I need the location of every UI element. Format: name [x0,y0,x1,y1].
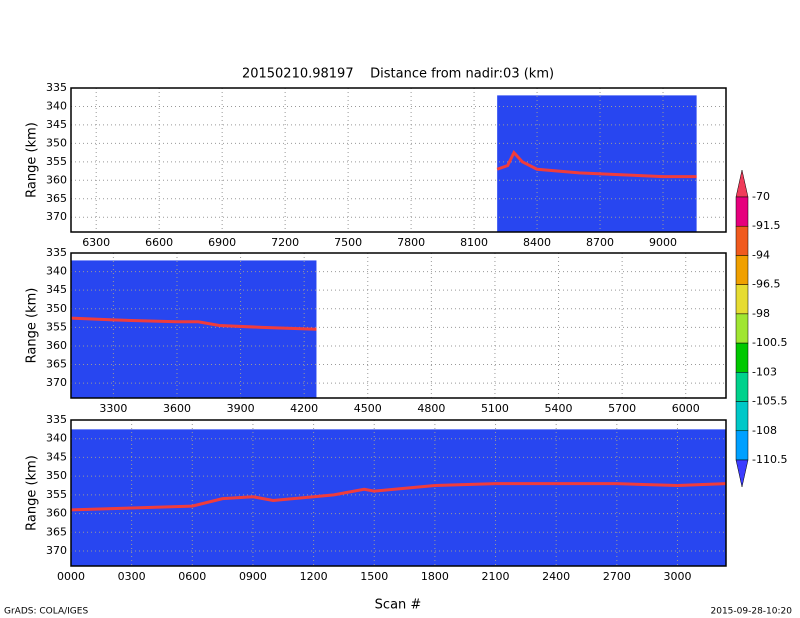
x-tick-label: 3600 [163,402,191,415]
colorbar-segment [735,255,749,285]
x-axis-label: Scan # [375,598,422,613]
y-tick-label: 365 [46,525,67,538]
x-tick-label: 0600 [178,570,206,583]
x-tick-label: 3300 [99,402,127,415]
panel-frame [70,419,727,567]
colorbar-label: -108 [752,424,777,437]
x-tick-label: 7800 [397,236,425,249]
y-tick-label: 360 [46,507,67,520]
x-tick-label: 6900 [208,236,236,249]
x-tick-label: 3900 [227,402,255,415]
x-tick-label: 4500 [354,402,382,415]
x-tick-label: 8700 [586,236,614,249]
x-tick-label: 2100 [482,570,510,583]
x-tick-label: 8100 [460,236,488,249]
colorbar-label: -70 [752,190,770,203]
colorbar-segment [735,225,749,256]
y-tick-label: 335 [46,246,67,259]
y-tick-label: 350 [46,136,67,149]
y-axis-label: Range (km) [25,122,40,198]
y-tick-label: 340 [46,265,67,278]
x-tick-label: 5400 [545,402,573,415]
y-tick-label: 335 [46,413,67,426]
y-tick-label: 345 [46,283,67,296]
colorbar-label: -105.5 [752,395,787,408]
surface-line [496,149,697,179]
x-tick-label: 7200 [271,236,299,249]
colorbar-segment [735,401,749,432]
x-tick-label: 1800 [421,570,449,583]
x-tick-label: 0300 [118,570,146,583]
y-tick-label: 350 [46,302,67,315]
colorbar-triangle [735,459,749,488]
colorbar-segment [735,284,749,315]
x-tick-label: 3000 [663,570,691,583]
y-tick-label: 350 [46,469,67,482]
surface-line [70,316,317,331]
colorbar-label: -100.5 [752,336,787,349]
y-tick-label: 360 [46,173,67,186]
x-tick-label: 2700 [603,570,631,583]
colorbar-segment [735,196,749,227]
footer-left: GrADS: COLA/IGES [4,607,88,617]
x-tick-label: 6600 [145,236,173,249]
y-axis-label: Range (km) [25,455,40,531]
x-tick-label: 4200 [290,402,318,415]
y-tick-label: 355 [46,155,67,168]
colorbar-label: -96.5 [752,278,780,291]
x-tick-label: 5700 [608,402,636,415]
y-tick-label: 370 [46,376,67,389]
y-tick-label: 370 [46,544,67,557]
y-tick-label: 355 [46,488,67,501]
colorbar-segment [735,342,749,373]
x-tick-label: 7500 [334,236,362,249]
y-tick-label: 340 [46,432,67,445]
panel-frame [70,87,727,233]
y-tick-label: 370 [46,210,67,223]
colorbar-label: -110.5 [752,453,787,466]
surface-line [70,482,727,512]
data-coverage [497,95,697,232]
x-tick-label: 9000 [649,236,677,249]
x-tick-label: 6000 [672,402,700,415]
colorbar-label: -98 [752,307,770,320]
x-tick-label: 1500 [360,570,388,583]
panel-frame [70,252,727,399]
colorbar-label: -91.5 [752,219,780,232]
y-tick-label: 355 [46,320,67,333]
x-tick-label: 4800 [417,402,445,415]
x-tick-label: 6300 [82,236,110,249]
x-tick-label: 2400 [542,570,570,583]
colorbar-segment [735,372,749,402]
y-tick-label: 345 [46,118,67,131]
colorbar-label: -94 [752,248,770,261]
footer-right: 2015-09-28-10:20 [711,607,793,617]
y-tick-label: 365 [46,192,67,205]
x-tick-label: 5100 [481,402,509,415]
y-axis-label: Range (km) [25,288,40,364]
x-tick-label: 0900 [239,570,267,583]
chart-title: 20150210.98197 Distance from nadir:03 (k… [242,67,554,82]
y-tick-label: 360 [46,339,67,352]
colorbar-segment [735,430,749,461]
y-tick-label: 335 [46,81,67,94]
y-tick-label: 340 [46,99,67,112]
x-tick-label: 1200 [300,570,328,583]
y-tick-label: 365 [46,358,67,371]
x-tick-label: 0000 [57,570,85,583]
data-coverage [71,429,726,566]
colorbar-segment [735,313,749,344]
colorbar-label: -103 [752,365,777,378]
y-tick-label: 345 [46,450,67,463]
x-tick-label: 8400 [523,236,551,249]
